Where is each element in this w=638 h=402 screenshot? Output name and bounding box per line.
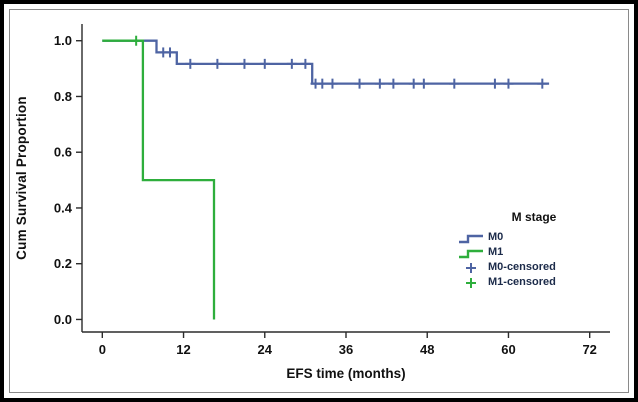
legend-entry: M1 xyxy=(458,244,610,259)
legend-title: M stage xyxy=(511,210,557,224)
legend-label: M1-censored xyxy=(488,275,556,288)
legend-label: M0-censored xyxy=(488,260,556,273)
series-line-M0 xyxy=(102,39,550,85)
x-tick-label: 48 xyxy=(420,342,434,357)
x-axis-label: EFS time (months) xyxy=(286,366,406,381)
x-tick-label: 0 xyxy=(99,342,106,357)
legend-label: M1 xyxy=(488,245,504,258)
y-tick-label: 0.6 xyxy=(54,145,72,160)
x-tick-label: 72 xyxy=(582,342,596,357)
censored-plus-icon xyxy=(458,276,484,288)
y-ticks: 0.0 0.2 0.4 0.6 0.8 1.0 xyxy=(54,33,82,327)
survival-plot: 0 12 24 36 48 60 72 0.0 0.2 0.4 0.6 0.8 1.0 xyxy=(54,24,610,357)
y-tick-label: 1.0 xyxy=(54,33,72,48)
y-tick-label: 0.0 xyxy=(54,312,72,327)
legend-entry: M0 xyxy=(458,229,610,244)
legend-entry: M1-censored xyxy=(458,274,610,289)
chart-area: 0 12 24 36 48 60 72 0.0 0.2 0.4 0.6 0.8 1.0 Cum Surv… xyxy=(9,9,629,393)
step-line-icon xyxy=(458,231,484,243)
legend: M stage M0 M1 M0-censored M1-censored xyxy=(458,210,610,289)
censored-plus-icon xyxy=(458,261,484,273)
x-ticks: 0 12 24 36 48 60 72 xyxy=(99,332,597,357)
y-tick-label: 0.8 xyxy=(54,89,72,104)
x-tick-label: 36 xyxy=(339,342,353,357)
y-tick-label: 0.4 xyxy=(54,200,73,215)
y-tick-label: 0.2 xyxy=(54,256,72,271)
censored-marks-M1 xyxy=(131,35,142,46)
step-line-icon xyxy=(458,246,484,258)
censored-marks-M0 xyxy=(158,47,548,89)
legend-entries: M0 M1 M0-censored M1-censored xyxy=(458,229,610,289)
y-axis-label: Cum Survival Proportion xyxy=(14,96,29,260)
legend-entry: M0-censored xyxy=(458,259,610,274)
x-tick-label: 24 xyxy=(258,342,273,357)
x-tick-label: 60 xyxy=(501,342,515,357)
x-tick-label: 12 xyxy=(176,342,190,357)
series-line-M1 xyxy=(102,39,216,320)
legend-label: M0 xyxy=(488,230,504,243)
